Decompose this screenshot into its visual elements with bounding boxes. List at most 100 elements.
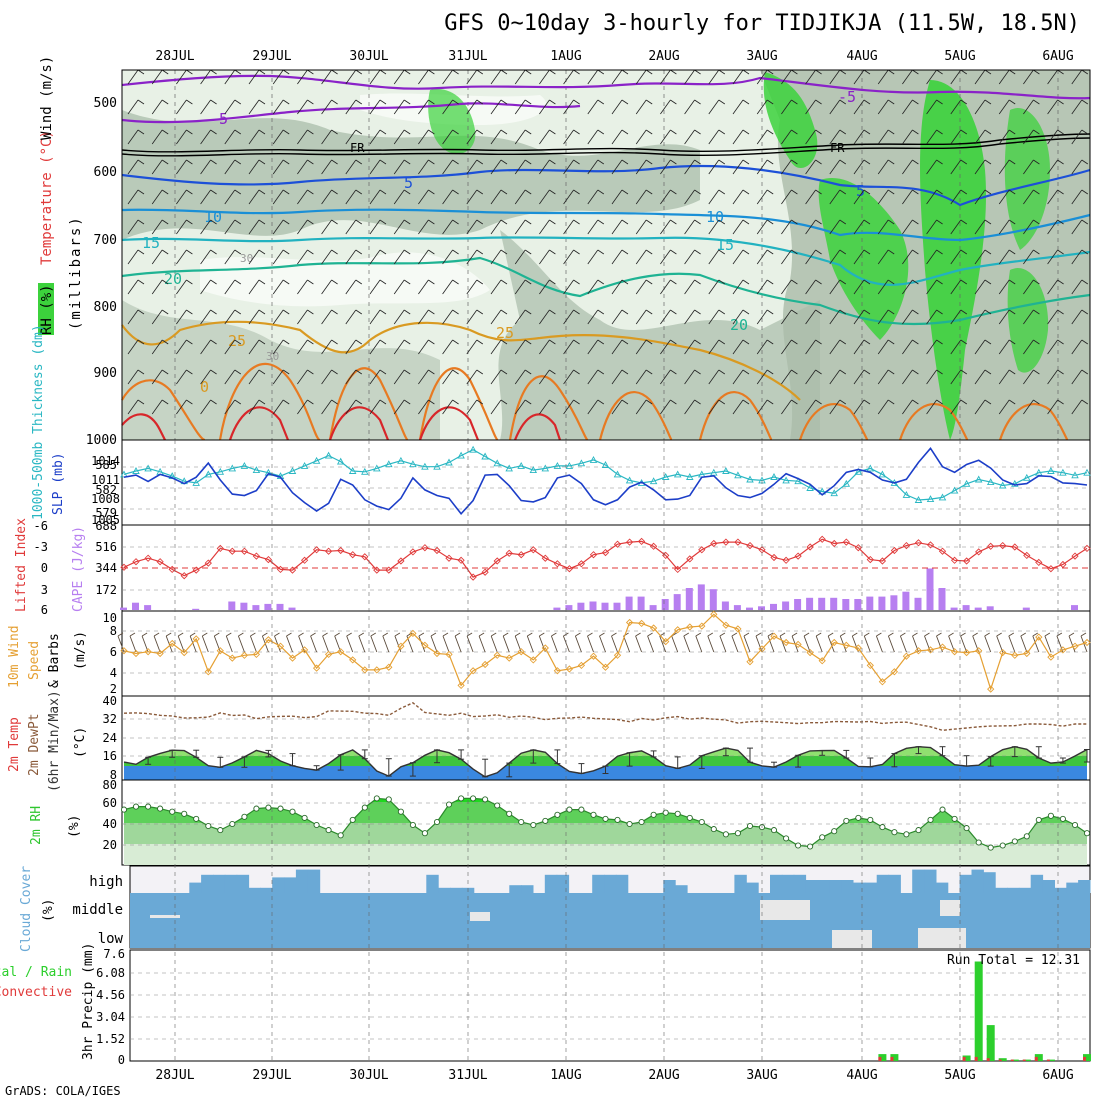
upper-barb-flag <box>960 279 968 285</box>
thickness-point <box>661 473 670 480</box>
temp-tick: 40 <box>103 694 117 708</box>
upper-barb-flag <box>307 309 314 315</box>
upper-barb <box>805 69 816 85</box>
upper-barb-flag <box>887 339 895 345</box>
precip-bar <box>878 1054 887 1061</box>
upper-barb-flag <box>960 369 968 375</box>
upper-barb-flag <box>1081 69 1089 75</box>
slp-frame <box>121 439 1091 526</box>
wind-speed-point <box>204 668 212 676</box>
upper-barb-flag <box>766 279 774 285</box>
upper-barb <box>805 129 816 145</box>
upper-barb <box>829 309 841 325</box>
cape-bars <box>120 568 1078 610</box>
upper-barb <box>224 219 236 235</box>
surface-barb-flag <box>984 632 990 637</box>
lifted-index-point <box>818 535 826 543</box>
upper-barb-flag <box>161 189 169 195</box>
upper-barb-flag <box>1081 309 1089 315</box>
contour-label: FR <box>350 141 365 155</box>
cape-bar <box>770 603 777 610</box>
upper-barb-flag <box>936 369 943 375</box>
cape-bar <box>685 588 693 610</box>
upper-barb-flag <box>258 279 266 285</box>
rh-units: (%) <box>67 815 82 838</box>
upper-barb-flag <box>137 69 145 75</box>
upper-barb <box>224 339 236 355</box>
lifted-tick: 6 <box>41 603 48 617</box>
upper-barb-flag <box>815 339 822 345</box>
contour-label: 5 <box>404 174 413 192</box>
upper-barb <box>902 159 913 175</box>
contour-label: 20 <box>730 316 748 334</box>
upper-barb <box>708 309 720 325</box>
thickness-point <box>421 462 429 470</box>
upper-barb-flag <box>307 99 314 105</box>
lifted-index-point <box>890 546 899 555</box>
surface-barb-flag <box>226 632 232 637</box>
upper-barb <box>127 399 139 415</box>
surface-barb-flag <box>852 632 858 637</box>
upper-barb-flag <box>161 99 169 105</box>
cloud-high-bar <box>853 882 866 893</box>
upper-barb <box>732 69 744 85</box>
upper-barb-flag <box>694 99 701 105</box>
upper-barb <box>490 339 502 355</box>
upper-barb-flag <box>161 69 169 75</box>
upper-barb <box>587 399 599 415</box>
upper-barb-flag <box>403 339 411 345</box>
rh-point <box>554 811 561 818</box>
upper-barb-flag <box>137 189 145 195</box>
upper-barb <box>587 99 599 115</box>
upper-barb-flag <box>403 219 411 225</box>
upper-barb <box>1071 159 1083 175</box>
upper-barb <box>200 279 211 295</box>
surface-barb <box>1056 635 1064 653</box>
thickness-point <box>240 461 249 469</box>
cloud-gap <box>918 928 966 948</box>
upper-barb-flag <box>549 219 556 225</box>
upper-barb-flag <box>597 189 605 195</box>
upper-barb <box>950 339 962 355</box>
upper-barb-flag <box>379 189 387 195</box>
thickness-point <box>300 461 309 469</box>
upper-barb-flag <box>331 189 338 195</box>
cloud-high-bar <box>781 874 795 893</box>
upper-barb-flag <box>282 279 290 285</box>
upper-barb <box>539 129 550 145</box>
upper-barb <box>587 189 599 205</box>
wind-speed-point <box>782 638 790 647</box>
upper-barb <box>950 249 962 265</box>
upper-barb <box>248 369 260 385</box>
lifted-index-point <box>975 548 983 556</box>
upper-barb <box>877 99 889 115</box>
lifted-index-point <box>192 566 200 574</box>
upper-barb-flag <box>1008 69 1016 75</box>
upper-barb <box>805 99 816 115</box>
lifted-index-point <box>481 568 489 576</box>
upper-barb <box>1071 339 1083 355</box>
upper-barb <box>805 339 816 355</box>
precip-ticks: 0 1.52 3.04 4.56 6.08 7.6 <box>96 947 125 1067</box>
upper-barb <box>877 159 889 175</box>
bottom-date-axis: 28JUL 29JUL 30JUL 31JUL 1AUG 2AUG 3AUG 4… <box>155 1068 1073 1083</box>
upper-barb-flag <box>549 159 556 165</box>
cloud-high-bar <box>615 874 629 893</box>
rh-label: 2m RH <box>29 806 44 845</box>
upper-barb <box>708 69 720 85</box>
upper-barb-flag <box>379 69 387 75</box>
slp-tick: 1011 <box>91 473 120 487</box>
upper-barb <box>176 279 187 295</box>
cape-bar <box>962 605 970 610</box>
upper-barb-flag <box>403 249 411 255</box>
upper-barb-flag <box>1081 399 1089 405</box>
surface-barb <box>478 635 486 653</box>
surface-barb-flag <box>924 632 930 637</box>
wind-speed-point <box>649 624 658 632</box>
contour-25 <box>121 320 801 401</box>
upper-barb-flag <box>839 339 847 345</box>
upper-barb-flag <box>936 219 943 225</box>
upper-barb-flag <box>694 339 701 345</box>
upper-barb-flag <box>597 219 605 225</box>
date-label: 3AUG <box>746 49 777 64</box>
